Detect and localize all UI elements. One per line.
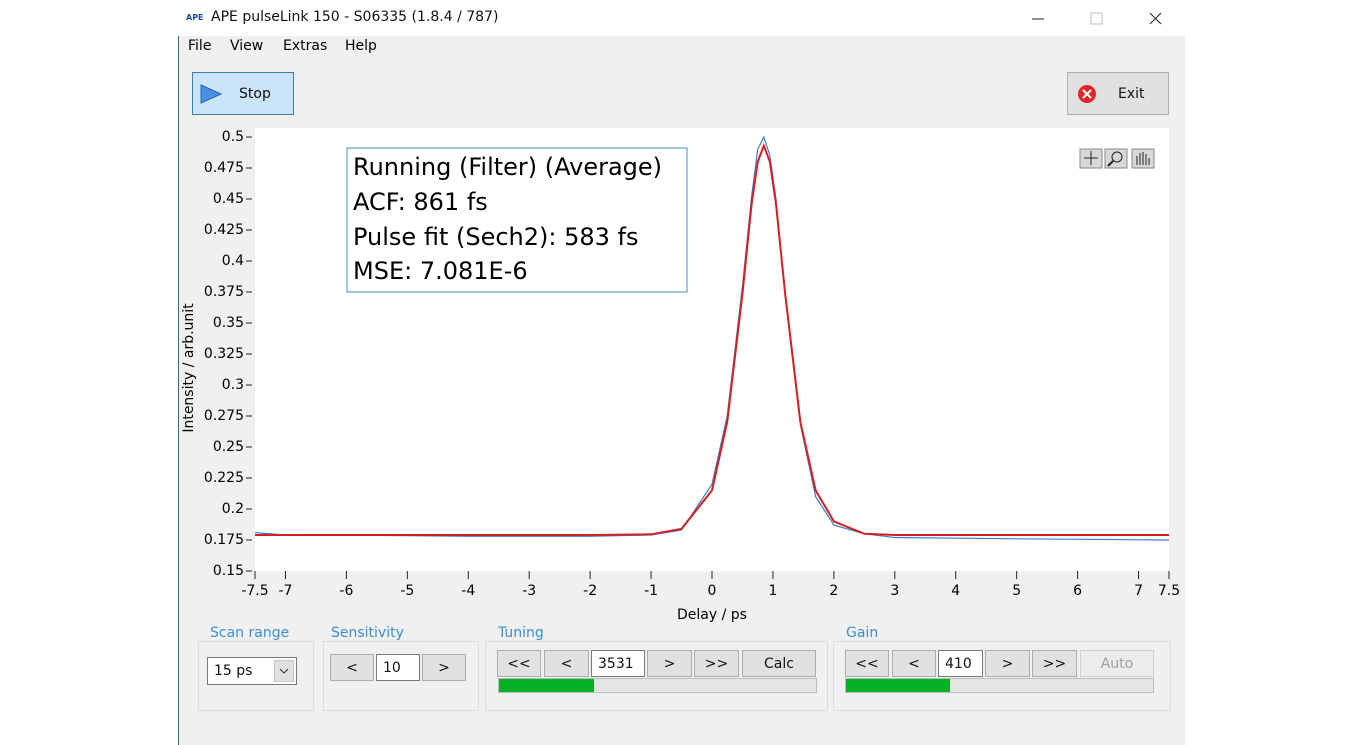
x-tick-label: 2: [829, 583, 838, 599]
x-tick-label: 7: [1134, 583, 1143, 599]
window-controls[interactable]: [1018, 8, 1178, 28]
y-tick-label: 0.5: [222, 129, 244, 145]
x-tick-label: -3: [522, 583, 536, 599]
gain-group: [833, 641, 1171, 711]
data-line: [254, 135, 1170, 541]
button[interactable]: <: [544, 650, 589, 677]
button[interactable]: >>: [694, 650, 739, 677]
exit-label: Exit: [1118, 85, 1145, 102]
y-tick-label: 0.475: [204, 160, 244, 176]
status-text: MSE: 7.081E-6: [353, 257, 528, 285]
sensitivity-group: [323, 641, 479, 711]
y-tick-label: 0.45: [213, 191, 244, 207]
x-tick-label: -2: [583, 583, 597, 599]
button[interactable]: >: [985, 650, 1030, 677]
menu-item[interactable]: Help: [345, 38, 377, 54]
stop-label: Stop: [239, 85, 271, 102]
exit-icon: [1078, 84, 1096, 103]
plot-tools[interactable]: [1079, 148, 1155, 169]
progress-fill: [499, 679, 595, 692]
group-label: Scan range: [208, 625, 292, 641]
y-tick-label: 0.35: [213, 315, 244, 331]
status-text: Running (Filter) (Average): [353, 153, 662, 181]
progress-bar: [498, 678, 817, 693]
data-line: [255, 142, 1169, 536]
x-tick-label: -7.5: [241, 583, 268, 599]
scan-range-group: [198, 641, 314, 711]
button: Auto: [1080, 650, 1154, 677]
progress-bar: [845, 678, 1154, 693]
app-icon: APE: [186, 13, 204, 22]
dropdown-arrow: [274, 660, 294, 682]
menu-item[interactable]: View: [230, 38, 264, 54]
play-icon: [200, 83, 223, 104]
button[interactable]: <<: [845, 650, 889, 677]
y-tick-label: 0.325: [204, 346, 244, 362]
scan-range-select[interactable]: 15 ps: [207, 657, 297, 685]
button[interactable]: >: [422, 654, 466, 681]
input[interactable]: 410: [938, 650, 983, 677]
button[interactable]: Calc: [742, 650, 816, 677]
tuning-group: [485, 641, 828, 711]
input[interactable]: 10: [376, 654, 420, 681]
input[interactable]: 3531: [591, 650, 645, 677]
x-tick-label: -6: [339, 583, 353, 599]
y-axis-label: Intensity / arb.unit: [181, 303, 197, 433]
x-tick-label: 3: [890, 583, 899, 599]
x-tick-label: -5: [400, 583, 414, 599]
exit-button[interactable]: Exit: [1067, 72, 1169, 115]
y-tick-label: 0.375: [204, 284, 244, 300]
y-tick-label: 0.2: [222, 501, 244, 517]
x-tick-label: 5: [1012, 583, 1021, 599]
y-tick-label: 0.425: [204, 222, 244, 238]
group-label: Tuning: [496, 625, 546, 641]
status-text: Pulse fit (Sech2): 583 fs: [353, 223, 639, 251]
y-tick-label: 0.15: [213, 563, 244, 579]
title-bar: APE APE pulseLink 150 - S06335 (1.8.4 / …: [178, 0, 1185, 36]
group-label: Sensitivity: [329, 625, 406, 641]
select-value: 15 ps: [214, 663, 253, 679]
x-tick-label: 4: [951, 583, 960, 599]
menu-item[interactable]: Extras: [283, 38, 328, 54]
button[interactable]: <: [330, 654, 374, 681]
button[interactable]: <<: [497, 650, 541, 677]
stop-button[interactable]: Stop: [192, 72, 294, 115]
progress-fill: [846, 679, 951, 692]
group-label: Gain: [844, 625, 881, 641]
y-tick-label: 0.4: [222, 253, 244, 269]
x-tick-label: 1: [768, 583, 777, 599]
status-text: ACF: 861 fs: [353, 188, 488, 216]
status-box: [346, 147, 688, 293]
x-tick-label: 6: [1073, 583, 1082, 599]
button[interactable]: >>: [1032, 650, 1077, 677]
x-tick-label: -4: [461, 583, 475, 599]
x-tick-label: -1: [644, 583, 658, 599]
x-tick-label: 0: [708, 583, 717, 599]
y-tick-label: 0.275: [204, 408, 244, 424]
y-tick-label: 0.3: [222, 377, 244, 393]
button[interactable]: >: [647, 650, 692, 677]
button[interactable]: <: [892, 650, 936, 677]
x-axis-label: Delay / ps: [677, 607, 747, 623]
x-tick-label: -7: [278, 583, 292, 599]
y-tick-label: 0.175: [204, 532, 244, 548]
y-tick-label: 0.25: [213, 439, 244, 455]
x-tick-label: 7.5: [1158, 583, 1180, 599]
y-tick-label: 0.225: [204, 470, 244, 486]
menu-item[interactable]: File: [188, 38, 212, 54]
window-title: APE pulseLink 150 - S06335 (1.8.4 / 787): [211, 9, 499, 25]
